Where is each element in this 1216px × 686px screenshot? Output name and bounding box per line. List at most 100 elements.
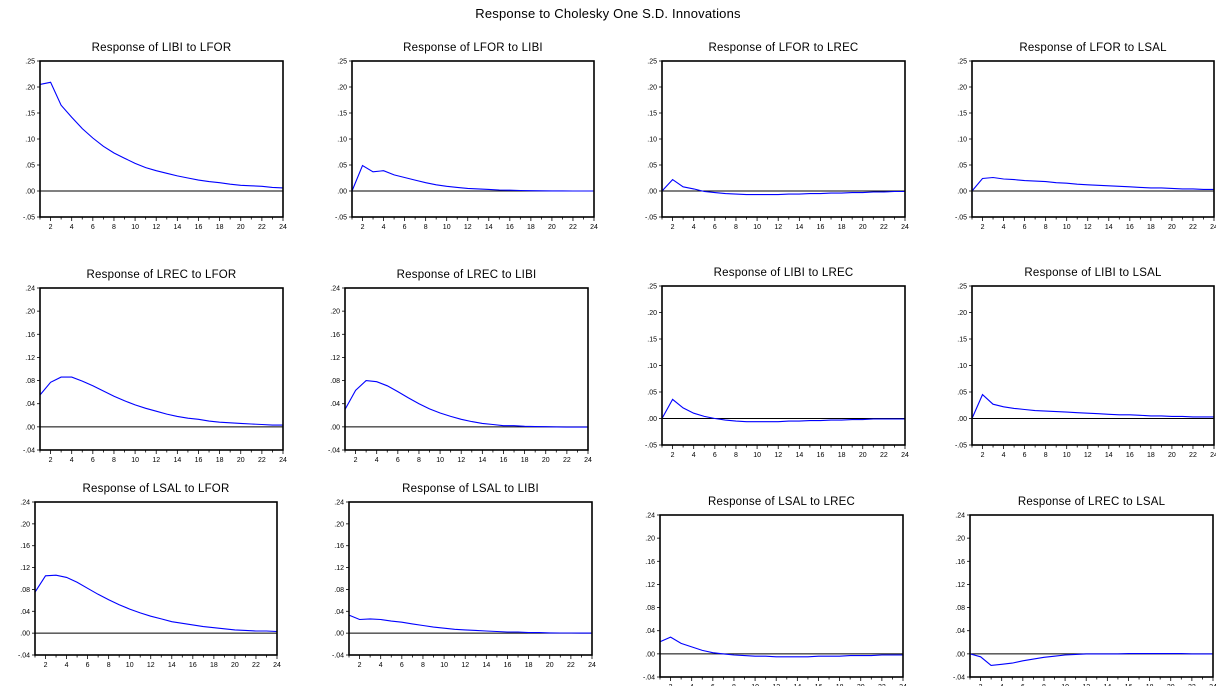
y-tick-label: .10 [647,137,657,144]
y-tick-label: .05 [647,390,657,397]
x-tick-label: 24 [1210,452,1216,459]
y-tick-label: .08 [330,378,340,385]
y-tick-label: .10 [957,137,967,144]
plot-frame [39,60,284,218]
y-tick-label: .00 [20,631,30,638]
irf-panel-10: Response of LSAL to LIBI .24 .20 .16 .12 .08.… [332,483,596,669]
response-line [661,178,905,196]
y-tick-label: .04 [20,609,30,616]
y-tick-label: .20 [334,521,344,528]
y-tick-label: .00 [25,189,35,196]
y-tick-label: .00 [334,631,344,638]
x-tick-label: 10 [443,224,451,231]
y-tick-label: -.05 [645,443,657,450]
response-line [39,376,283,426]
y-tick-label: .00 [957,189,967,196]
x-tick-label: 4 [70,457,74,464]
y-tick-label: -.05 [335,215,347,222]
x-tick-label: 22 [567,662,575,669]
x-tick-label: 10 [751,684,759,686]
response-line [34,574,278,633]
y-tick-label: .15 [957,337,967,344]
y-tick-label: .00 [647,416,657,423]
irf-panel-9: Response of LSAL to LFOR .24 .20 .16 .12 .08.… [18,483,281,669]
response-line [661,398,905,423]
x-tick-label: 6 [1021,684,1025,686]
x-tick-label: 14 [795,452,803,459]
y-tick-label: .04 [955,628,965,635]
y-tick-label: .20 [647,310,657,317]
y-tick-label: .15 [957,111,967,118]
x-tick-label: 8 [421,662,425,669]
y-tick-label: .25 [25,59,35,66]
x-tick-label: 18 [525,662,533,669]
x-tick-label: 4 [70,224,74,231]
x-tick-label: 2 [361,224,365,231]
y-tick-label: -.04 [953,675,965,682]
plot-frame [659,514,904,678]
x-tick-label: 20 [857,684,865,686]
y-tick-label: .04 [645,628,655,635]
x-tick-label: 6 [91,224,95,231]
y-tick-label: .12 [25,355,35,362]
response-line [351,164,594,192]
y-tick-label: .10 [337,137,347,144]
y-tick-label: .15 [647,337,657,344]
y-tick-label: -.05 [955,443,967,450]
response-line [971,176,1214,192]
x-tick-label: 14 [795,224,803,231]
x-tick-label: 20 [1167,684,1175,686]
y-tick-label: .24 [645,513,655,520]
y-tick-label: .16 [25,332,35,339]
irf-panel-8: Response of LIBI to LSAL .25 .20 .15 .10 .05.… [955,267,1216,459]
y-tick-label: .10 [957,363,967,370]
x-tick-label: 24 [1210,224,1216,231]
y-tick-label: .00 [955,651,965,658]
x-tick-label: 24 [1209,684,1216,686]
x-tick-label: 12 [1084,224,1092,231]
x-tick-label: 12 [772,684,780,686]
x-tick-label: 6 [1023,452,1027,459]
y-tick-label: .15 [647,111,657,118]
x-tick-label: 14 [485,224,493,231]
x-tick-label: 2 [49,457,53,464]
x-tick-label: 12 [774,224,782,231]
x-tick-label: 10 [126,662,134,669]
plot-frame [971,285,1215,446]
x-tick-label: 2 [979,684,983,686]
x-tick-label: 14 [173,224,181,231]
panel-title: Response of LSAL to LIBI [402,483,539,495]
x-tick-label: 12 [147,662,155,669]
y-tick-label: .24 [25,286,35,293]
y-tick-label: -.04 [328,448,340,455]
y-tick-label: .12 [645,582,655,589]
y-tick-label: -.04 [643,675,655,682]
x-tick-label: 6 [91,457,95,464]
x-tick-label: 20 [231,662,239,669]
y-tick-label: .20 [955,536,965,543]
x-tick-label: 10 [1063,224,1071,231]
y-tick-label: .16 [330,332,340,339]
x-tick-label: 4 [1002,452,1006,459]
x-tick-label: 8 [112,457,116,464]
x-tick-label: 10 [753,224,761,231]
x-tick-label: 8 [732,684,736,686]
y-tick-label: -.05 [645,215,657,222]
irf-panel-4: Response of LFOR to LSAL .25 .20 .15 .10 .05.… [955,42,1216,231]
irf-panel-3: Response of LFOR to LREC .25 .20 .15 .10 .05.… [645,42,909,231]
x-tick-label: 24 [588,662,596,669]
x-tick-label: 6 [86,662,90,669]
x-tick-label: 12 [457,457,465,464]
panel-title: Response of LFOR to LSAL [1019,42,1167,54]
x-tick-label: 10 [131,224,139,231]
x-tick-label: 16 [815,684,823,686]
x-tick-label: 2 [354,457,358,464]
x-tick-label: 20 [237,457,245,464]
y-tick-label: .00 [330,424,340,431]
response-line [39,81,284,189]
x-tick-label: 24 [584,457,592,464]
x-tick-label: 18 [1146,684,1154,686]
panel-title: Response of LFOR to LIBI [403,42,543,54]
x-tick-label: 16 [817,452,825,459]
y-tick-label: .08 [645,605,655,612]
